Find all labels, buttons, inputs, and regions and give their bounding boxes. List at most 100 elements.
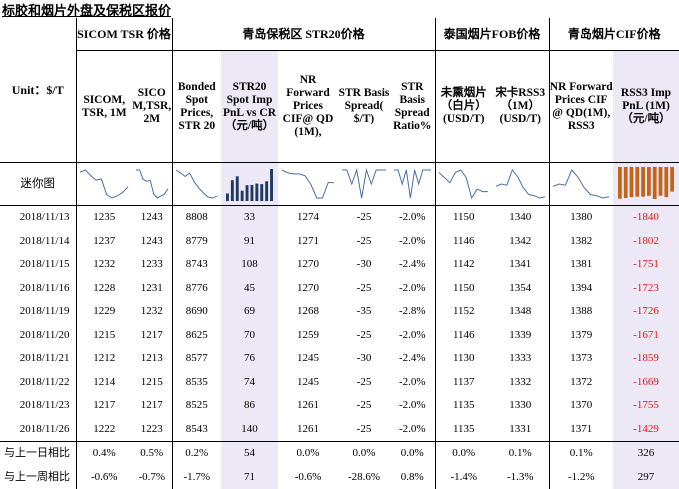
cell-songkhla-rss3: 1340 xyxy=(492,206,549,230)
cell-basis-spread: -25 xyxy=(338,371,390,395)
cell-sicom-2m: 1215 xyxy=(132,371,172,395)
cell-basis-ratio: -2.0% xyxy=(390,371,435,395)
cell-sicom-1m: 1235 xyxy=(76,206,132,230)
cell-basis-spread: -25 xyxy=(338,394,390,418)
cell-cif-rss3: 1380 xyxy=(549,206,613,230)
sparkline-graphic xyxy=(174,167,219,201)
cell-basis-spread: -35 xyxy=(338,300,390,324)
cell-unsmoked-sheet: 1150 xyxy=(435,206,492,230)
cell-sicom-2m: -0.7% xyxy=(132,466,172,489)
sparkline-unsmoked xyxy=(435,163,492,206)
header-basis-spread: STR Basis Spread( $/T) xyxy=(338,51,390,163)
sparkline-bar xyxy=(630,167,634,197)
sparkline-bar xyxy=(624,167,628,198)
sparkline-bar xyxy=(265,181,268,201)
header-str20-imp-pnl: STR20 Spot Imp PnL vs CR（元/吨） xyxy=(221,51,278,163)
cell-songkhla-rss3: 1339 xyxy=(492,324,549,348)
cell-nr-forward-cif: 1274 xyxy=(278,206,338,230)
cell-str20-imp-pnl: 74 xyxy=(221,371,278,395)
cell-bonded-spot: 8808 xyxy=(172,206,221,230)
group-sicom: SICOM TSR 价格 xyxy=(76,18,172,51)
sparkline-trend xyxy=(439,170,488,198)
cell-nr-forward-cif: 1245 xyxy=(278,347,338,371)
cell-basis-ratio: -2.4% xyxy=(390,347,435,371)
cell-sicom-2m: 0.5% xyxy=(132,442,172,466)
cell-unsmoked-sheet: 1135 xyxy=(435,394,492,418)
sparkline-bar xyxy=(641,167,645,197)
sparkline-bar xyxy=(246,185,249,201)
sparkline-bar xyxy=(236,176,239,201)
cell-unsmoked-sheet: 1142 xyxy=(435,253,492,277)
cell-bonded-spot: 8535 xyxy=(172,371,221,395)
cell-rss3-imp-pnl: -1755 xyxy=(613,394,679,418)
sparkline-bar xyxy=(653,167,657,199)
sparkline-bar xyxy=(251,185,254,201)
sparkline-row: 迷你图 xyxy=(0,163,679,206)
cell-bonded-spot: 8543 xyxy=(172,418,221,442)
cell-cif-rss3: 1371 xyxy=(549,418,613,442)
sparkline-label: 迷你图 xyxy=(0,163,76,206)
header-rss3-imp-pnl: RSS3 Imp PnL (1M)（元/吨） xyxy=(613,51,679,163)
header-sicom-2m: SICOM,TSR, 2M xyxy=(132,51,172,163)
cell-nr-forward-cif: 1270 xyxy=(278,253,338,277)
cell-songkhla-rss3: 1332 xyxy=(492,371,549,395)
sparkline-bar xyxy=(670,167,674,192)
cell-str20-imp-pnl: 70 xyxy=(221,324,278,348)
cell-unsmoked-sheet: 1146 xyxy=(435,324,492,348)
cell-basis-ratio: -2.8% xyxy=(390,300,435,324)
cell-rss3-imp-pnl: 326 xyxy=(613,442,679,466)
sparkline-bar xyxy=(618,167,622,199)
cell-bonded-spot: 8776 xyxy=(172,277,221,301)
cell-sicom-1m: -0.6% xyxy=(76,466,132,489)
cell-cif-rss3: 0.1% xyxy=(549,442,613,466)
sparkline-str20-pnl xyxy=(221,163,278,206)
cell-sicom-1m: 1215 xyxy=(76,324,132,348)
cell-basis-spread: -25 xyxy=(338,277,390,301)
sparkline-trend xyxy=(176,170,217,198)
cell-str20-imp-pnl: 45 xyxy=(221,277,278,301)
cell-unsmoked-sheet: 1135 xyxy=(435,418,492,442)
page-title: 标胶和烟片外盘及保税区报价 xyxy=(2,0,171,19)
unit-header: Unit：$/T xyxy=(0,18,76,163)
cell-bonded-spot: 8779 xyxy=(172,230,221,254)
cell-rss3-imp-pnl: -1751 xyxy=(613,253,679,277)
sparkline-bar xyxy=(659,167,663,196)
cell-date: 2018/11/13 xyxy=(0,206,76,230)
cell-sicom-2m: 1233 xyxy=(132,253,172,277)
cell-rss3-imp-pnl: -1429 xyxy=(613,418,679,442)
cell-basis-spread: -30 xyxy=(338,347,390,371)
cell-sicom-2m: 1232 xyxy=(132,300,172,324)
cell-sicom-2m: 1223 xyxy=(132,418,172,442)
cell-basis-ratio: -2.0% xyxy=(390,277,435,301)
sparkline-cif-rss3 xyxy=(549,163,613,206)
sparkline-trend xyxy=(282,170,334,198)
cell-basis-ratio: -2.0% xyxy=(390,418,435,442)
cell-unsmoked-sheet: 0.0% xyxy=(435,442,492,466)
price-table: Unit：$/T SICOM TSR 价格 青岛保税区 STR20价格 泰国烟片… xyxy=(0,18,679,489)
cell-sicom-1m: 1237 xyxy=(76,230,132,254)
sparkline-bar xyxy=(226,194,229,202)
sparkline-trend xyxy=(136,170,168,198)
cell-bonded-spot: 8577 xyxy=(172,347,221,371)
cell-sicom-1m: 1222 xyxy=(76,418,132,442)
cell-sicom-1m: 0.4% xyxy=(76,442,132,466)
sparkline-bar xyxy=(260,184,263,201)
cell-unsmoked-sheet: -1.4% xyxy=(435,466,492,489)
cell-sicom-1m: 1212 xyxy=(76,347,132,371)
cell-basis-spread: -25 xyxy=(338,418,390,442)
cell-bonded-spot: -1.7% xyxy=(172,466,221,489)
header-unsmoked-sheet: 未熏烟片（白片）(USD/T) xyxy=(435,51,492,163)
cell-sicom-1m: 1232 xyxy=(76,253,132,277)
cell-rss3-imp-pnl: -1723 xyxy=(613,277,679,301)
cell-date: 2018/11/23 xyxy=(0,394,76,418)
header-songkhla-rss3: 宋卡RSS3（1M）(USD/T) xyxy=(492,51,549,163)
cell-nr-forward-cif: 1259 xyxy=(278,324,338,348)
cell-bonded-spot: 0.2% xyxy=(172,442,221,466)
cell-basis-spread: -30 xyxy=(338,253,390,277)
group-thai-fob: 泰国烟片FOB价格 xyxy=(435,18,549,51)
